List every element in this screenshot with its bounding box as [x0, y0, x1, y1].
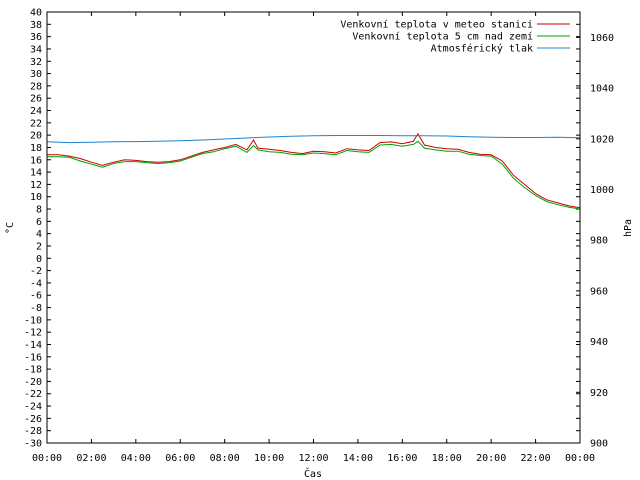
right-axis-label: hPa: [623, 219, 634, 237]
legend-label-1: Venkovní teplota 5 cm nad zemí: [352, 31, 533, 43]
left-tick-label: -8: [30, 303, 42, 314]
left-tick-label: 38: [30, 20, 42, 31]
right-tick-label: 1000: [590, 185, 614, 196]
x-tick-label: 14:00: [343, 453, 373, 464]
series-line-2: [46, 135, 581, 144]
left-tick-label: 40: [30, 8, 42, 19]
x-tick-label: 00:00: [565, 453, 595, 464]
left-tick-label: 0: [36, 254, 42, 265]
legend-label-2: Atmosférický tlak: [431, 43, 533, 55]
right-tick-label: 960: [590, 286, 608, 297]
x-tick-label: 10:00: [254, 453, 284, 464]
x-tick-label: 16:00: [387, 453, 417, 464]
left-tick-label: 6: [36, 217, 42, 228]
left-tick-label: 18: [30, 143, 42, 154]
right-tick-label: 1020: [590, 134, 614, 145]
legend: Venkovní teplota v meteo staniciVenkovní…: [340, 19, 570, 55]
left-tick-label: 30: [30, 69, 42, 80]
left-tick-label: -22: [24, 389, 42, 400]
x-tick-label: 00:00: [32, 453, 62, 464]
left-tick-label: 26: [30, 94, 42, 105]
legend-label-0: Venkovní teplota v meteo stanici: [340, 19, 533, 31]
left-axis-label: °C: [5, 222, 16, 234]
x-axis-label: Čas: [304, 467, 322, 480]
left-tick-label: -20: [24, 377, 42, 388]
left-tick-label: -30: [24, 439, 42, 450]
left-tick-label: -6: [30, 291, 42, 302]
series-line-0: [47, 132, 581, 209]
left-tick-label: 32: [30, 57, 42, 68]
left-tick-label: 24: [30, 106, 42, 117]
x-tick-label: 20:00: [476, 453, 506, 464]
left-tick-label: 22: [30, 118, 42, 129]
x-tick-label: 22:00: [521, 453, 551, 464]
left-tick-label: 28: [30, 81, 42, 92]
right-tick-label: 900: [590, 439, 608, 450]
left-tick-label: -14: [24, 340, 42, 351]
left-tick-label: 8: [36, 205, 42, 216]
x-tick-label: 04:00: [121, 453, 151, 464]
x-tick-label: 06:00: [165, 453, 195, 464]
left-tick-label: -12: [24, 328, 42, 339]
left-tick-label: 36: [30, 32, 42, 43]
left-tick-label: -10: [24, 315, 42, 326]
right-tick-label: 920: [590, 388, 608, 399]
plot-border: [46, 11, 581, 444]
right-tick-label: 1040: [590, 84, 614, 95]
left-tick-label: -18: [24, 365, 42, 376]
left-tick-label: -4: [30, 278, 42, 289]
x-tick-label: 12:00: [298, 453, 328, 464]
left-tick-label: 14: [30, 168, 42, 179]
x-tick-label: 02:00: [76, 453, 106, 464]
series-line-1: [47, 140, 581, 210]
left-tick-label: 10: [30, 192, 42, 203]
left-tick-label: 34: [30, 44, 42, 55]
left-tick-label: 4: [36, 229, 42, 240]
x-tick-label: 18:00: [432, 453, 462, 464]
left-tick-label: 12: [30, 180, 42, 191]
x-tick-label: 08:00: [210, 453, 240, 464]
left-tick-label: -28: [24, 426, 42, 437]
left-tick-label: -26: [24, 414, 42, 425]
left-tick-label: -24: [24, 402, 42, 413]
right-tick-label: 980: [590, 236, 608, 247]
left-tick-label: 2: [36, 241, 42, 252]
left-tick-label: -2: [30, 266, 42, 277]
right-tick-label: 1060: [590, 33, 614, 44]
left-tick-label: 20: [30, 131, 42, 142]
series-layer: [46, 132, 581, 210]
right-axis-ticks: 900 920 940 960 980 1000 1020 1040 1060: [576, 33, 614, 450]
left-tick-label: 16: [30, 155, 42, 166]
x-axis-ticks: 00:00 02:00 04:00 06:00 08:00 10:00 12:00 14:00…: [32, 12, 595, 464]
left-tick-label: -16: [24, 352, 42, 363]
right-tick-label: 940: [590, 337, 608, 348]
left-axis-ticks: -30-28-26-24-22-20-18-16-14-12-10-8-6-4-…: [24, 8, 580, 450]
